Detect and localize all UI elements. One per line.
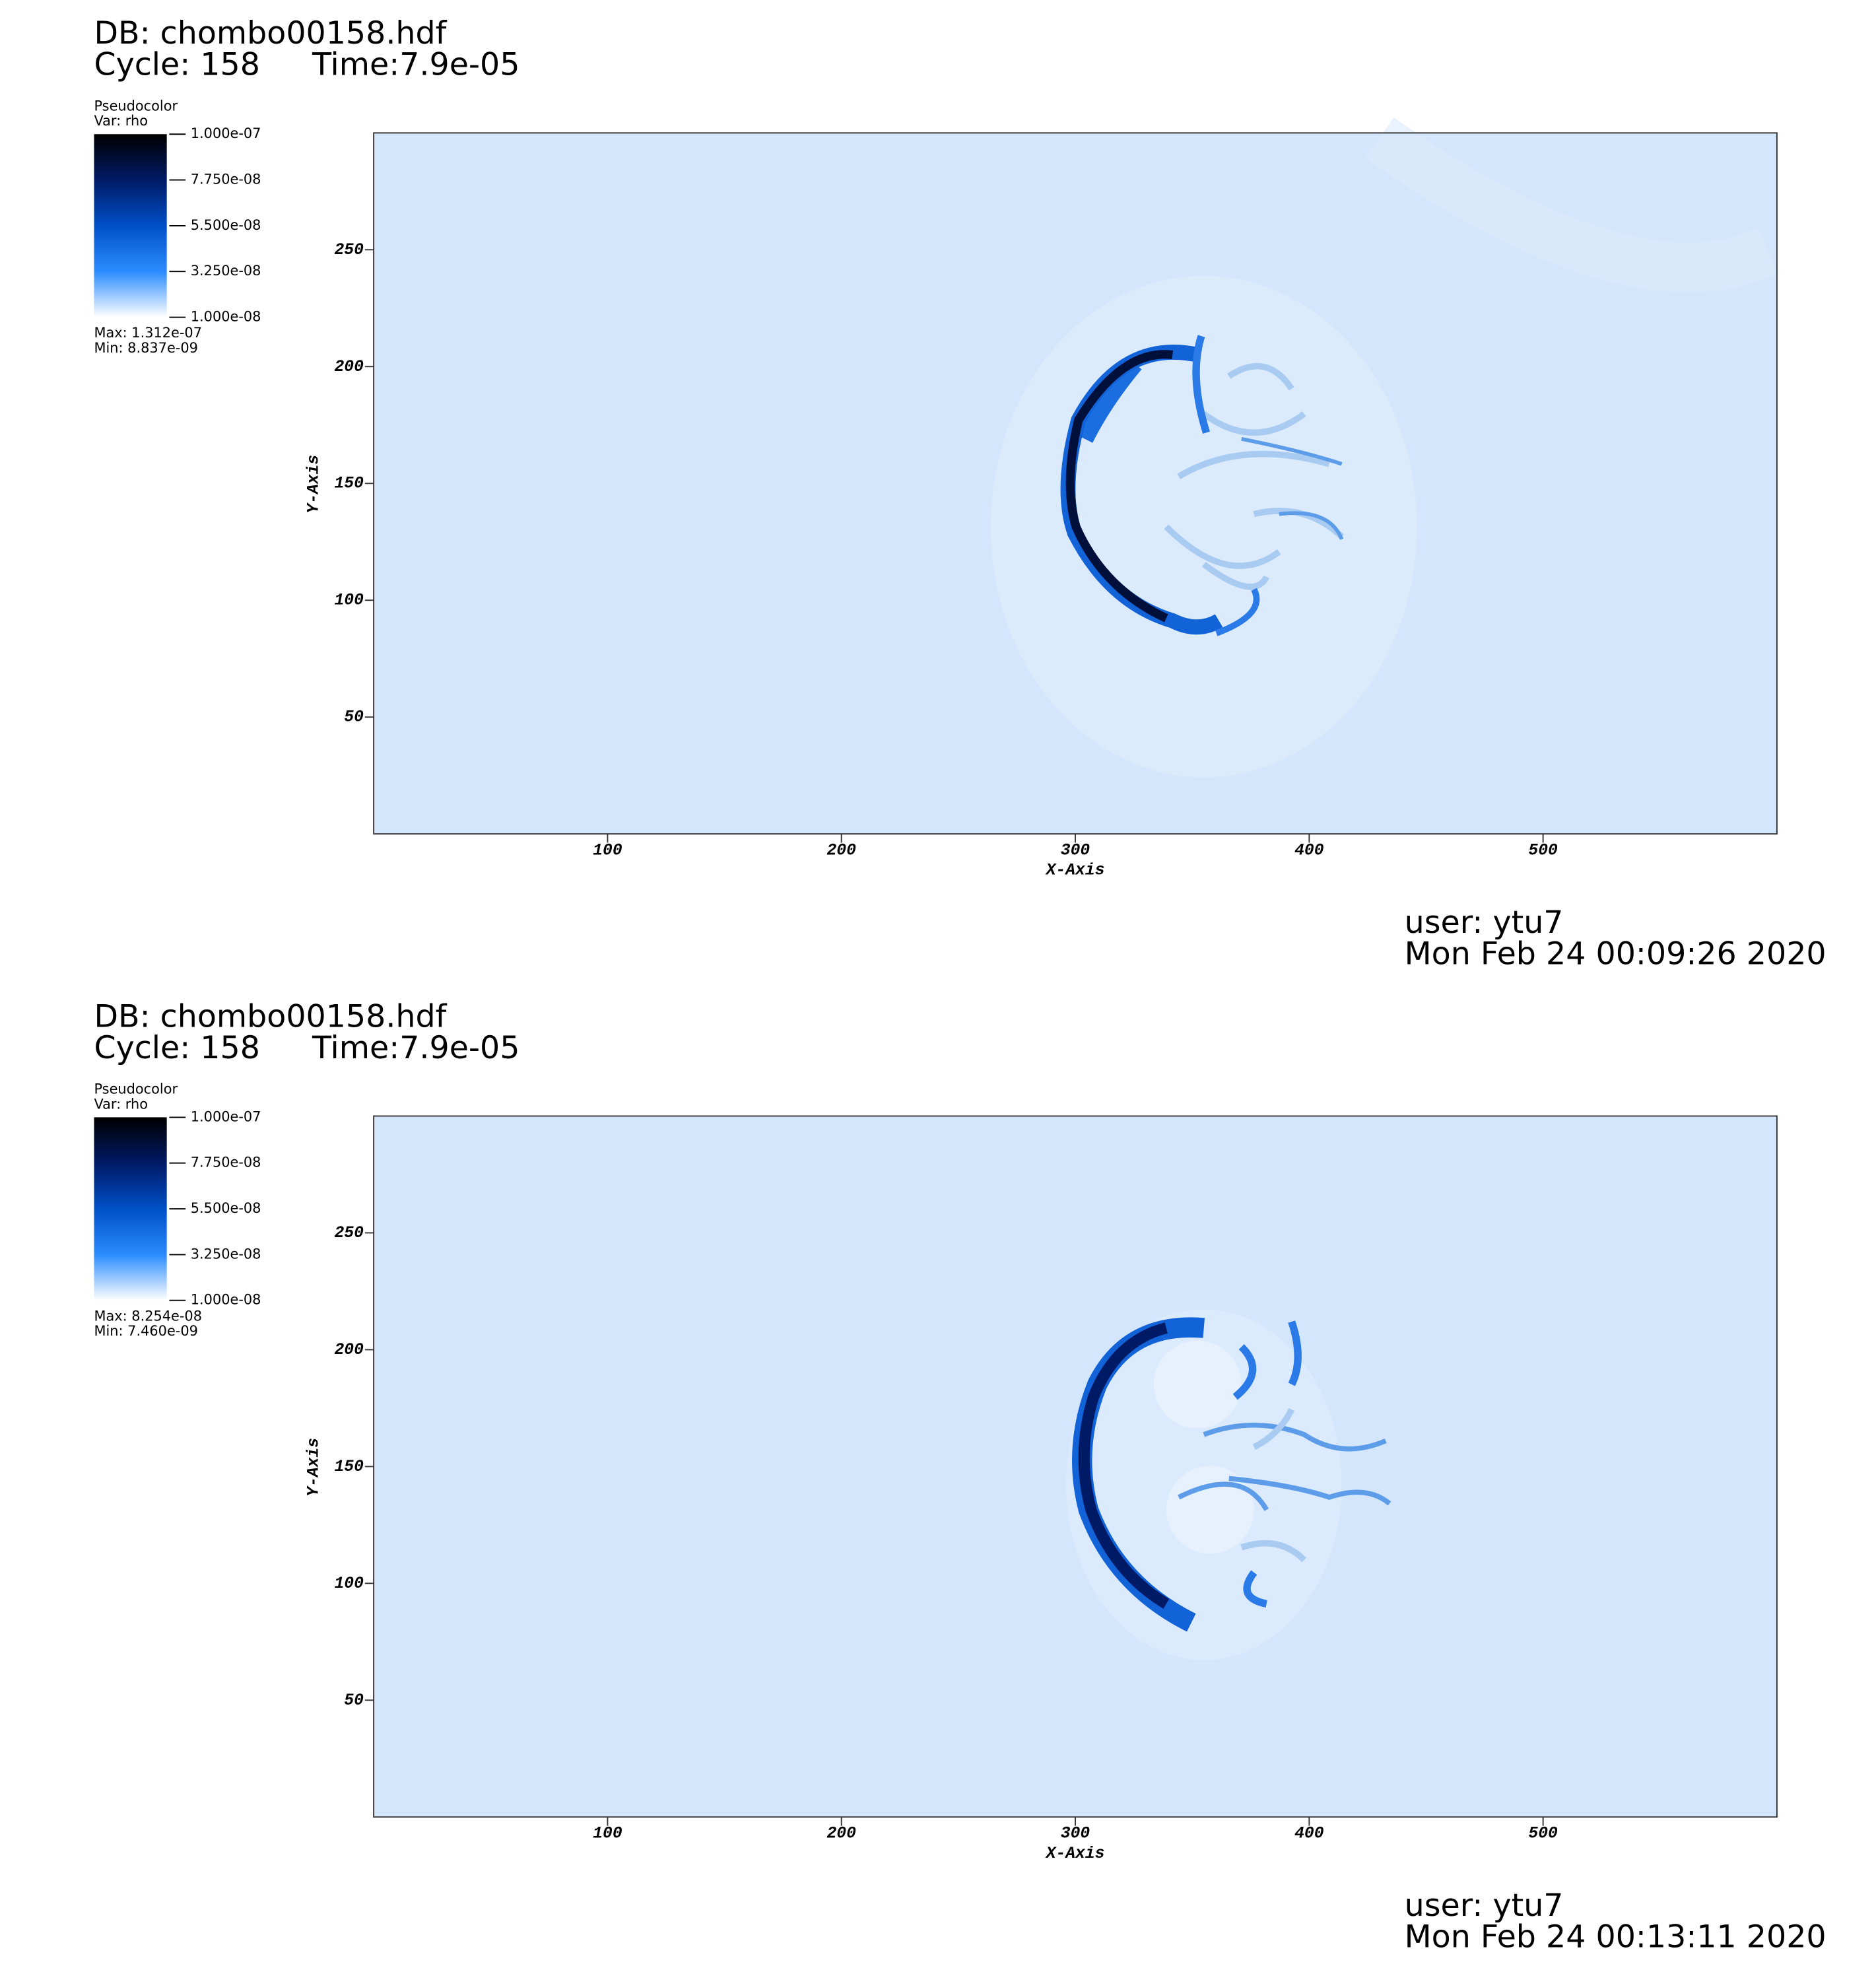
user: user: ytu7 [1405, 904, 1564, 941]
y-tick-label: 150 [334, 1458, 364, 1476]
date: Mon Feb 24 00:09:26 2020 [1405, 935, 1826, 972]
y-tick-label: 200 [334, 358, 364, 376]
colorbar-tick-label: 1.000e-07 [191, 125, 261, 141]
x-tick-label: 400 [1294, 841, 1324, 860]
y-axis-label: Y-Axis [304, 455, 323, 514]
x-tick-label: 200 [826, 841, 856, 860]
colorbar-tick-label: 3.250e-08 [191, 1246, 261, 1262]
max-label: Max: 8.254e-08 [94, 1308, 202, 1324]
y-tick-label: 250 [334, 1224, 364, 1242]
variable: Var: rho [94, 113, 148, 129]
colorbar [94, 134, 167, 318]
y-tick-label: 200 [334, 1341, 364, 1359]
y-tick-label: 100 [334, 592, 364, 610]
colorbar-tick-label: 1.000e-07 [191, 1108, 261, 1124]
colorbar [94, 1117, 167, 1301]
y-tick-label: 100 [334, 1575, 364, 1593]
x-tick-label: 100 [593, 841, 622, 860]
cycle: Cycle: 158 [94, 47, 259, 83]
time: Time:7.9e-05 [312, 47, 519, 83]
x-tick-label: 500 [1528, 1824, 1558, 1843]
x-tick-label: 300 [1061, 841, 1090, 860]
colorbar-tick-label: 3.250e-08 [191, 263, 261, 279]
variable: Var: rho [94, 1096, 148, 1112]
y-axis-label: Y-Axis [304, 1438, 323, 1497]
colorbar-tick-label: 1.000e-08 [191, 1292, 261, 1308]
colorbar-tick-label: 7.750e-08 [191, 172, 261, 187]
y-tick-label: 250 [334, 241, 364, 259]
colorbar-tick-label: 7.750e-08 [191, 1155, 261, 1171]
legend-title: Pseudocolor [94, 1081, 178, 1097]
colorbar-tick-label: 5.500e-08 [191, 217, 261, 233]
colorbar-tick-label: 1.000e-08 [191, 309, 261, 325]
max-label: Max: 1.312e-07 [94, 325, 202, 341]
user: user: ytu7 [1405, 1887, 1564, 1924]
x-tick-label: 100 [593, 1824, 622, 1843]
min-label: Min: 7.460e-09 [94, 1323, 197, 1339]
title: DB: chombo00158.hdf [94, 998, 447, 1035]
date: Mon Feb 24 00:13:11 2020 [1405, 1919, 1826, 1955]
colorbar-tick-label: 5.500e-08 [191, 1200, 261, 1216]
time: Time:7.9e-05 [312, 1030, 519, 1066]
y-tick-label: 50 [344, 1691, 364, 1710]
field [1065, 1309, 1391, 1660]
x-tick-label: 500 [1528, 841, 1558, 860]
y-tick-label: 150 [334, 475, 364, 493]
x-tick-label: 400 [1294, 1824, 1324, 1843]
title: DB: chombo00158.hdf [94, 15, 447, 51]
legend-title: Pseudocolor [94, 98, 178, 114]
field [990, 117, 1779, 778]
min-label: Min: 8.837e-09 [94, 340, 197, 356]
x-axis-label: X-Axis [1045, 862, 1105, 880]
x-tick-label: 300 [1061, 1824, 1090, 1843]
x-tick-label: 200 [826, 1824, 856, 1843]
x-axis-label: X-Axis [1045, 1845, 1105, 1863]
cycle: Cycle: 158 [94, 1030, 259, 1066]
y-tick-label: 50 [344, 708, 364, 727]
